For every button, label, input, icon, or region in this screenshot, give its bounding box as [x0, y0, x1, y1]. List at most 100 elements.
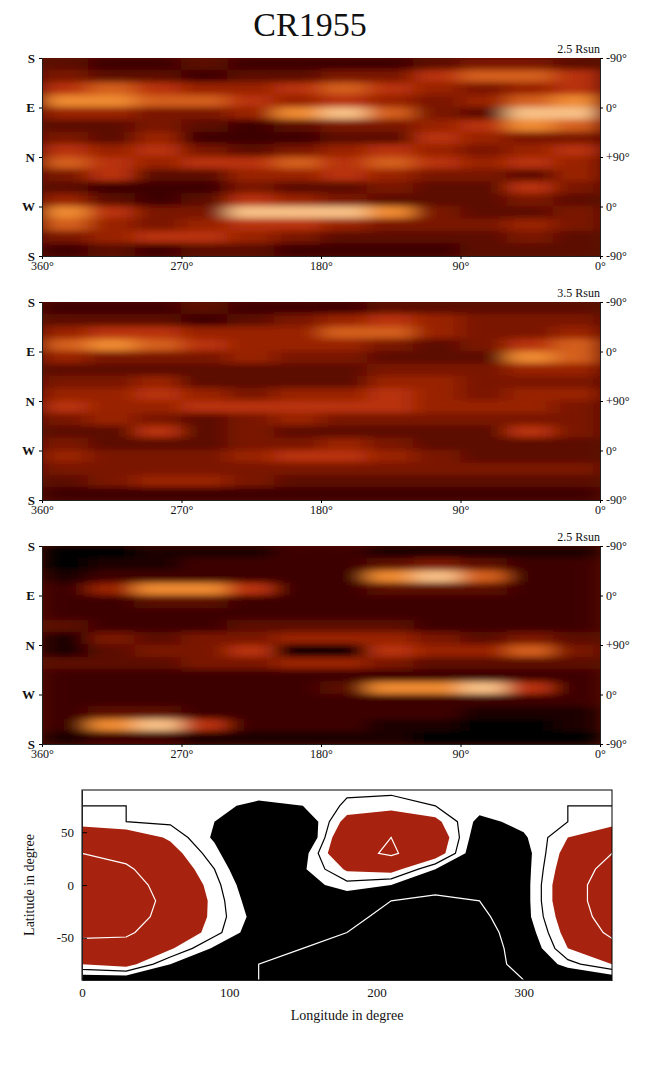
heatmap-cell	[414, 450, 462, 463]
heatmap-cell	[414, 475, 462, 488]
heatmap-cell	[553, 363, 600, 376]
heatmap-cell	[42, 314, 89, 327]
y2-axis-tick-mark	[600, 108, 603, 109]
heatmap-cell	[88, 169, 136, 182]
heatmap-cell	[181, 243, 229, 256]
x-axis-tick-label: 180°	[310, 747, 333, 761]
heatmap-cell	[460, 558, 508, 571]
y-axis-tick-mark	[39, 352, 42, 353]
heatmap-cell	[135, 425, 183, 438]
heatmap-cell	[88, 326, 136, 339]
heatmap-cell	[367, 169, 415, 182]
y-axis-tick-label: S	[28, 737, 35, 752]
heatmap-cell	[181, 401, 229, 414]
heatmap-cell	[228, 58, 276, 71]
heatmap-cell	[460, 487, 508, 500]
heatmap-cell	[321, 475, 369, 488]
heatmap-cell	[507, 583, 555, 596]
heatmap-cell	[367, 438, 415, 451]
heatmap-cell	[460, 645, 508, 658]
heatmap-cell	[42, 82, 89, 95]
heatmap-cell	[42, 119, 89, 132]
y-axis-tick-label: W	[22, 199, 35, 214]
heatmap-cell	[414, 669, 462, 682]
heatmap-cell	[553, 570, 600, 583]
x-axis-tick-label: 100	[220, 985, 240, 1000]
heatmap-cell	[507, 181, 555, 194]
heatmap-cell	[274, 157, 322, 170]
heatmap-cell	[367, 401, 415, 414]
heatmap-cell	[181, 326, 229, 339]
y2-axis-tick: 0°	[600, 688, 617, 702]
heatmap-cell	[181, 595, 229, 608]
heatmap-cell	[42, 450, 89, 463]
heatmap-cell	[321, 607, 369, 620]
heatmap-panel: 360°270°180°90°0°SENWS-90°0°+90°0°-90°2.…	[22, 42, 630, 273]
heatmap-cell	[181, 376, 229, 389]
heatmap-cell	[88, 95, 136, 108]
heatmap-cell	[414, 706, 462, 719]
y-axis-tick-mark	[39, 256, 42, 257]
heatmap-cell	[414, 326, 462, 339]
heatmap-cell	[88, 82, 136, 95]
heatmap-cell	[321, 388, 369, 401]
heatmap-cell	[135, 558, 183, 571]
heatmap-cell	[507, 657, 555, 670]
heatmap-cell	[553, 119, 600, 132]
heatmap-cell	[553, 181, 600, 194]
heatmap-cell	[42, 719, 89, 732]
plot-area	[82, 790, 612, 980]
heatmap-cell	[414, 632, 462, 645]
heatmap-cell	[460, 82, 508, 95]
heatmap-cell	[507, 595, 555, 608]
heatmap-cell	[367, 95, 415, 108]
y-axis-tick: E	[26, 588, 42, 603]
y2-axis-tick-label: 0°	[606, 101, 617, 115]
figure-title: CR1955	[253, 6, 366, 43]
heatmap-cell	[553, 169, 600, 182]
x-axis-tick-mark	[229, 975, 230, 980]
heatmap-cell	[274, 413, 322, 426]
heatmap-cell	[274, 82, 322, 95]
heatmap-cell	[367, 450, 415, 463]
y-axis-tick: N	[26, 638, 42, 653]
heatmap-cell	[414, 181, 462, 194]
heatmap-cell	[553, 194, 600, 207]
heatmap-cell	[42, 388, 89, 401]
heatmap-cell	[181, 194, 229, 207]
heatmap-cell	[507, 119, 555, 132]
heatmap-cell	[228, 119, 276, 132]
heatmap-cell	[507, 376, 555, 389]
heatmap-cell	[274, 95, 322, 108]
heatmap-cell	[181, 682, 229, 695]
heatmap-cell	[460, 669, 508, 682]
heatmap-cell	[460, 302, 508, 315]
heatmap-cell	[42, 620, 89, 633]
x-axis-tick-label: 200	[367, 985, 387, 1000]
heatmap-cell	[553, 450, 600, 463]
heatmap-cell	[228, 595, 276, 608]
panel-title: 3.5 Rsun	[557, 286, 600, 300]
heatmap-cell	[414, 595, 462, 608]
heatmap-cell	[135, 314, 183, 327]
heatmap-cell	[553, 595, 600, 608]
heatmap-cell	[42, 243, 89, 256]
y-axis-tick-mark	[39, 695, 42, 696]
heatmap-cell	[274, 694, 322, 707]
heatmap-cell	[414, 546, 462, 559]
heatmap-cell	[135, 487, 183, 500]
heatmap-cell	[507, 607, 555, 620]
heatmap-cell	[42, 657, 89, 670]
heatmap-cell	[274, 632, 322, 645]
heatmap-cell	[321, 731, 369, 744]
plot-area	[42, 58, 600, 256]
x-axis-tick: 200	[367, 975, 387, 1000]
heatmap-cell	[460, 326, 508, 339]
heatmap-cell	[507, 206, 555, 219]
heatmap-cell	[460, 58, 508, 71]
heatmap-cell	[42, 425, 89, 438]
heatmap-cell	[274, 243, 322, 256]
heatmap-cell	[274, 657, 322, 670]
heatmap-cell	[228, 157, 276, 170]
heatmap-cell	[88, 462, 136, 475]
